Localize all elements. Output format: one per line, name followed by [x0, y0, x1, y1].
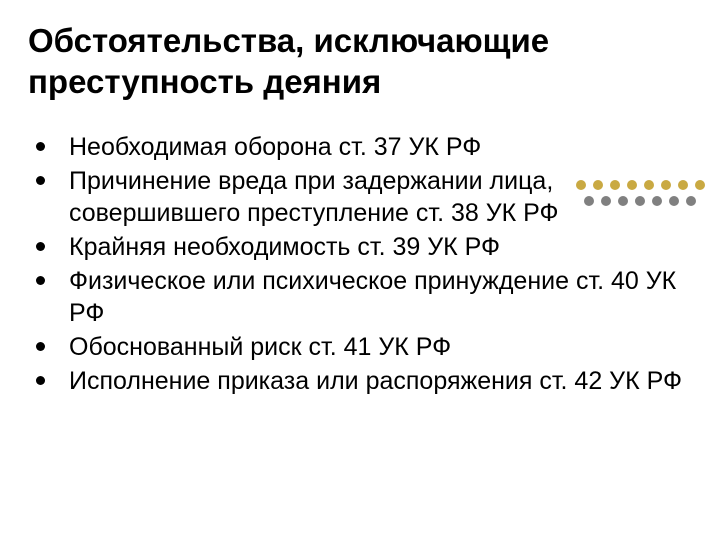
bullet-list: Необходимая оборона ст. 37 УК РФ Причине…	[28, 131, 692, 397]
dot-icon	[644, 180, 654, 190]
decorative-dots	[576, 180, 706, 206]
bullet-icon	[36, 342, 45, 351]
dot-icon	[627, 180, 637, 190]
bullet-icon	[36, 142, 45, 151]
bullet-text: Необходимая оборона ст. 37 УК РФ	[69, 131, 481, 163]
dot-icon	[610, 180, 620, 190]
dot-icon	[678, 180, 688, 190]
list-item: Исполнение приказа или распоряжения ст. …	[36, 365, 692, 397]
bullet-icon	[36, 376, 45, 385]
deco-row	[576, 180, 705, 190]
dot-icon	[686, 196, 696, 206]
list-item: Необходимая оборона ст. 37 УК РФ	[36, 131, 692, 163]
dot-icon	[661, 180, 671, 190]
deco-row	[584, 196, 696, 206]
bullet-text: Исполнение приказа или распоряжения ст. …	[69, 365, 682, 397]
bullet-text: Крайняя необходимость ст. 39 УК РФ	[69, 231, 500, 263]
bullet-text: Физическое или психическое принуждение с…	[69, 265, 692, 329]
dot-icon	[652, 196, 662, 206]
list-item: Физическое или психическое принуждение с…	[36, 265, 692, 329]
dot-icon	[669, 196, 679, 206]
dot-icon	[618, 196, 628, 206]
list-item: Крайняя необходимость ст. 39 УК РФ	[36, 231, 692, 263]
dot-icon	[576, 180, 586, 190]
bullet-icon	[36, 176, 45, 185]
dot-icon	[695, 180, 705, 190]
dot-icon	[584, 196, 594, 206]
bullet-text: Обоснованный риск ст. 41 УК РФ	[69, 331, 451, 363]
slide-container: Обстоятельства, исключающие преступность…	[0, 0, 720, 540]
dot-icon	[601, 196, 611, 206]
slide-title: Обстоятельства, исключающие преступность…	[28, 20, 692, 103]
dot-icon	[635, 196, 645, 206]
bullet-icon	[36, 276, 45, 285]
list-item: Обоснованный риск ст. 41 УК РФ	[36, 331, 692, 363]
bullet-icon	[36, 242, 45, 251]
dot-icon	[593, 180, 603, 190]
